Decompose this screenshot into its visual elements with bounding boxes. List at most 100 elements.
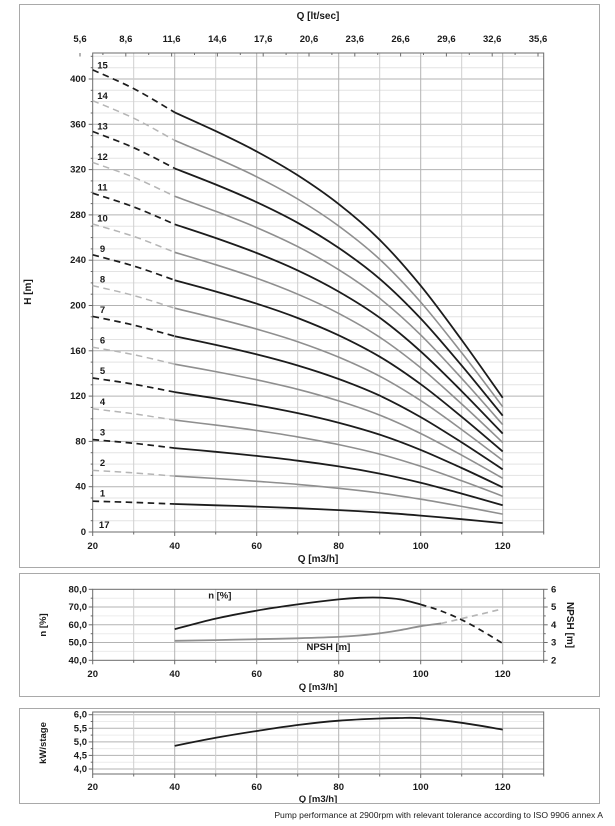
x-axis-title: Q [m3/h]	[299, 794, 338, 803]
series-label: n [%]	[208, 591, 231, 602]
left-axis-tick-label: 50,0	[69, 638, 88, 649]
curve-stage-11-dashed	[92, 192, 176, 226]
y-axis-title: H [m]	[23, 279, 34, 305]
right-axis-title: NPSH [m]	[564, 602, 575, 648]
curve-stage-15-dashed	[92, 69, 176, 114]
gridlines	[92, 53, 544, 532]
y-axis-tick-label: 5,5	[74, 723, 88, 734]
y-axis-tick-label: 200	[70, 301, 86, 312]
y-axis-tick-label: 320	[70, 165, 86, 176]
left-axis-tick-label: 80,0	[69, 584, 88, 595]
power-per-stage-chart: kW/stage 4,0 4,5 5,0 5,5 6,0 20 40 60 80 100 120 Q […	[38, 710, 545, 803]
y-axis-tick-label: 4,0	[74, 764, 87, 775]
x-axis-title: Q [m3/h]	[299, 682, 338, 693]
curve-NPSH [m]-dashed	[441, 607, 503, 625]
curve-label-9: 9	[100, 244, 105, 255]
curve-stage-6	[174, 363, 504, 479]
right-axis-tick-label: 2	[551, 655, 556, 666]
top-axis-tick-label: 32,6	[483, 34, 502, 45]
top-axis-title: Q [lt/sec]	[297, 11, 340, 22]
curve-stage-12-dashed	[92, 161, 176, 197]
y-axis-title: kW/stage	[38, 722, 49, 764]
curve-stage-13	[174, 167, 504, 417]
y-axis-tick-label: 120	[70, 391, 86, 402]
y-axis-tick-label: 360	[70, 119, 86, 130]
curve-label-2: 2	[100, 458, 105, 469]
top-axis-tick-label: 17,6	[254, 34, 273, 45]
right-axis-tick-label: 4	[551, 620, 557, 631]
gridlines	[92, 589, 544, 661]
curve-label-3: 3	[100, 427, 105, 438]
top-axis-tick-label: 14,6	[208, 34, 227, 45]
y-axis-tick-label: 40	[75, 482, 86, 493]
curve-stage-1	[174, 503, 503, 524]
top-axis-tick-label: 8,6	[119, 34, 132, 45]
left-axis-tick-label: 70,0	[69, 602, 88, 613]
curve-stage-4	[174, 419, 503, 497]
x-axis-tick-label: 100	[413, 782, 429, 793]
right-axis-tick-label: 5	[551, 602, 557, 613]
x-axis-tick-label: 100	[413, 669, 429, 680]
x-axis-tick-label: 120	[495, 541, 511, 552]
y-axis-tick-label: 6,0	[74, 710, 87, 721]
x-axis-tick-label: 60	[251, 541, 262, 552]
plot-border	[92, 52, 545, 533]
x-axis-tick-label: 80	[333, 782, 344, 793]
x-axis-tick-label: 100	[413, 541, 429, 552]
curve-stage-9	[174, 279, 504, 453]
curve-stage-3	[174, 447, 503, 507]
x-axis-tick-label: 20	[87, 669, 98, 680]
x-axis-tick-label: 60	[251, 782, 262, 793]
x-axis-title: Q [m3/h]	[298, 554, 339, 565]
series-label: NPSH [m]	[306, 642, 350, 653]
curve-label-1: 1	[100, 489, 106, 500]
efficiency-npsh-panel: n [%] 40,0 50,0 60,0 70,0 80,0 NPSH [m] 2 3 4 5 6 20…	[19, 573, 600, 697]
y-axis-tick-label: 5,0	[74, 737, 87, 748]
y-axis-tick-label: 4,5	[74, 750, 88, 761]
right-axis-tick-label: 6	[551, 584, 556, 595]
top-axis-tick-label: 35,6	[529, 34, 548, 45]
y-axis-tick-label: 400	[70, 74, 86, 85]
curve-NPSH [m]-solid	[174, 622, 442, 642]
top-axis-tick-label: 29,6	[437, 34, 456, 45]
top-axis-tick-label: 23,6	[346, 34, 365, 45]
curve-stage-10	[174, 251, 504, 444]
efficiency-npsh-chart: n [%] 40,0 50,0 60,0 70,0 80,0 NPSH [m] 2 3 4 5 6 20…	[38, 584, 575, 693]
curve-label-7: 7	[100, 305, 105, 316]
y-axis-tick-label: 160	[70, 346, 86, 357]
head-curves-panel: Q [lt/sec] 5,6 8,6 11,6 14,6 17,6 20,6 23,6 26,6…	[19, 4, 600, 568]
curve-stage-7	[174, 335, 504, 471]
x-axis-tick-label: 80	[333, 541, 344, 552]
curve-kw-per-stage	[174, 716, 503, 747]
x-axis-tick-label: 60	[251, 669, 262, 680]
curve-label-10: 10	[97, 213, 108, 224]
x-axis-tick-label: 40	[169, 669, 180, 680]
curve-n [%]-solid	[174, 596, 421, 631]
x-axis-tick-label: 40	[169, 782, 180, 793]
curve-stage-15	[174, 111, 504, 399]
curve-label-6: 6	[100, 336, 105, 347]
curve-stage-8	[174, 307, 504, 462]
left-axis-tick-label: 40,0	[69, 655, 88, 666]
curve-label-12: 12	[97, 152, 108, 163]
top-axis-tick-label: 5,6	[73, 34, 86, 45]
curve-n [%]-dashed	[420, 603, 504, 645]
y-axis-tick-label: 240	[70, 255, 86, 266]
curve-label-8: 8	[100, 275, 105, 286]
curve-stage-11	[174, 223, 504, 435]
left-axis-tick-label: 60,0	[69, 620, 88, 631]
curve-stage-14-dashed	[92, 100, 176, 142]
curve-label-15: 15	[97, 60, 108, 71]
x-axis-tick-label: 40	[169, 541, 180, 552]
right-axis-tick-label: 3	[551, 638, 556, 649]
curve-stage-2	[174, 475, 503, 515]
curve-stage-13-dashed	[92, 130, 176, 170]
x-axis-tick-label: 20	[87, 541, 98, 552]
x-axis-tick-label: 120	[495, 782, 511, 793]
curve-stage-12	[174, 195, 504, 426]
curve-label-11: 11	[97, 183, 108, 194]
curve-label-14: 14	[97, 91, 108, 102]
top-axis-tick-label: 11,6	[163, 34, 181, 45]
top-axis-tick-label: 26,6	[391, 34, 410, 45]
